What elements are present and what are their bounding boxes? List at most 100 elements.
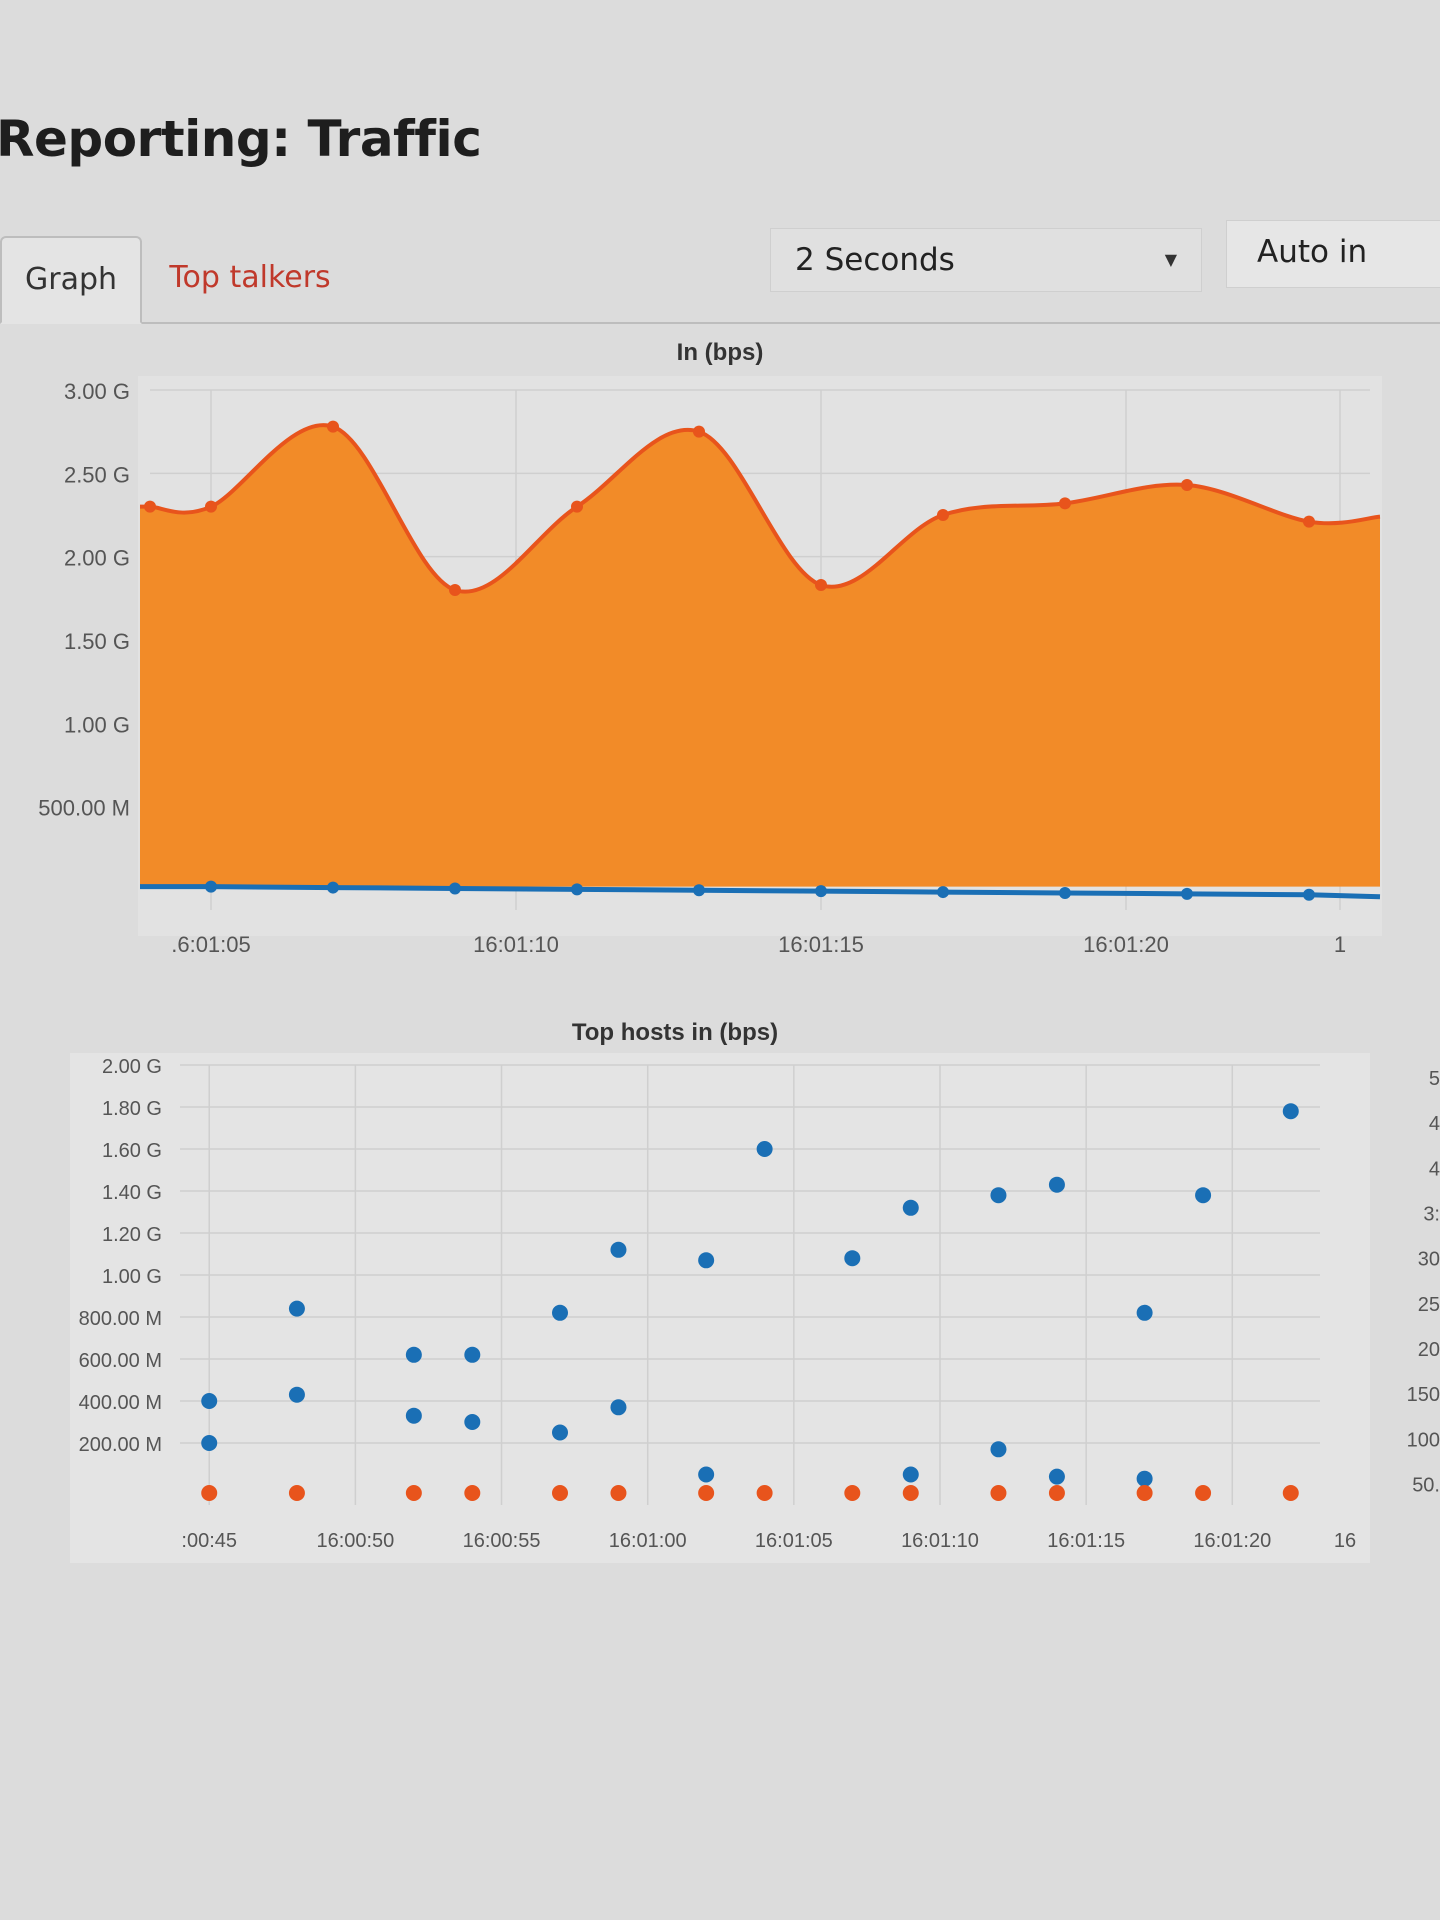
host-point-blue xyxy=(990,1187,1007,1204)
right-tick-label: 25 xyxy=(1418,1294,1440,1316)
point-out xyxy=(327,881,339,894)
y-tick-label: 400.00 M xyxy=(79,1392,162,1414)
point-in xyxy=(1059,497,1071,510)
point-in xyxy=(449,584,461,596)
right-tick-label: 5 xyxy=(1429,1068,1440,1090)
y-tick-label: 1.00 G xyxy=(102,1266,162,1288)
y-tick-label: 1.60 G xyxy=(102,1140,162,1162)
host-point-red xyxy=(698,1485,715,1501)
point-out xyxy=(1059,886,1071,899)
y-tick-label: 2.00 G xyxy=(102,1056,162,1078)
host-point-blue xyxy=(1195,1187,1212,1204)
right-tick-label: 20 xyxy=(1418,1339,1440,1361)
point-in xyxy=(144,500,156,513)
point-in xyxy=(205,500,217,513)
chart-in-svg: 3.00 G 2.50 G 2.00 G 1.50 G 1.00 G 500.00 M .6… xyxy=(38,339,1382,957)
y-tick-label: 1.50 G xyxy=(64,629,130,654)
point-out xyxy=(1303,888,1315,901)
line-out-series xyxy=(140,884,1381,900)
x-tick-label: 16:01:10 xyxy=(901,1530,979,1552)
x-tick-label: 16:00:50 xyxy=(316,1530,394,1552)
right-tick-label: 150 xyxy=(1407,1384,1440,1406)
right-tick-label: 4 xyxy=(1429,1158,1440,1180)
y-tick-label: 200.00 M xyxy=(79,1434,162,1456)
tab-top-talkers[interactable]: Top talkers xyxy=(169,260,331,295)
area-in-fill xyxy=(140,425,1380,887)
host-point-blue xyxy=(990,1441,1007,1458)
host-point-blue xyxy=(288,1300,305,1317)
point-in xyxy=(815,579,827,591)
host-point-blue xyxy=(201,1435,218,1451)
plot-background xyxy=(70,1053,1370,1563)
chart-hosts-svg: 2.00 G 1.80 G 1.60 G 1.40 G 1.20 G 1.00 G 800.… xyxy=(70,1019,1440,1563)
y-tick-label: 3.00 G xyxy=(64,379,130,404)
host-point-blue xyxy=(288,1386,305,1403)
x-tick-label: 16:01:10 xyxy=(473,932,559,957)
y-tick-label: 1.20 G xyxy=(102,1224,162,1246)
host-point-red xyxy=(902,1485,919,1501)
host-point-blue xyxy=(552,1424,568,1441)
host-point-blue xyxy=(610,1241,627,1258)
host-point-red xyxy=(552,1485,568,1501)
host-point-blue xyxy=(1136,1470,1153,1487)
y-tick-label: 2.50 G xyxy=(64,462,130,487)
y-tick-label: 1.40 G xyxy=(102,1182,162,1204)
host-point-blue xyxy=(756,1141,773,1157)
host-point-red xyxy=(464,1485,481,1501)
host-point-red xyxy=(1136,1485,1153,1501)
right-tick-label: 50. xyxy=(1412,1474,1440,1496)
x-tick-label: 16:00:55 xyxy=(463,1530,541,1552)
host-point-blue xyxy=(610,1399,627,1416)
x-tick-label: 16:01:20 xyxy=(1193,1530,1271,1552)
chart-title: In (bps) xyxy=(677,339,764,366)
x-tick-label: 16:01:20 xyxy=(1083,932,1169,957)
host-point-blue xyxy=(698,1466,715,1483)
point-out xyxy=(815,885,827,898)
host-point-blue xyxy=(1048,1176,1065,1193)
auto-refresh-value: Auto in xyxy=(1257,234,1368,270)
host-point-red xyxy=(1048,1485,1065,1501)
point-in xyxy=(693,425,705,438)
host-point-blue xyxy=(902,1199,919,1216)
interval-select-value: 2 Seconds xyxy=(795,242,955,278)
right-tick-label: 3: xyxy=(1423,1203,1440,1225)
point-out xyxy=(571,883,583,896)
point-out xyxy=(693,884,705,897)
host-point-red xyxy=(288,1485,305,1501)
interval-select[interactable]: 2 Seconds ▼ xyxy=(770,228,1202,292)
tab-bar: Graph Top talkers xyxy=(0,236,1440,324)
host-point-blue xyxy=(464,1414,481,1430)
point-in xyxy=(937,509,949,521)
point-in xyxy=(1181,479,1193,491)
x-tick-label: 16:01:05 xyxy=(755,1530,833,1552)
point-out xyxy=(205,880,217,893)
host-point-red xyxy=(844,1485,861,1501)
host-point-red xyxy=(990,1485,1007,1501)
host-point-red xyxy=(1195,1485,1212,1501)
host-point-red xyxy=(405,1485,422,1501)
host-point-blue xyxy=(464,1346,481,1363)
y-tick-label: 800.00 M xyxy=(79,1308,162,1330)
y-tick-label: 1.80 G xyxy=(102,1098,162,1120)
host-point-red xyxy=(756,1485,773,1501)
chart-in-bps: 3.00 G 2.50 G 2.00 G 1.50 G 1.00 G 500.00 M .6… xyxy=(0,330,1440,974)
right-tick-label: 30 xyxy=(1418,1249,1440,1271)
chevron-down-icon: ▼ xyxy=(1164,250,1177,269)
y-tick-label: 600.00 M xyxy=(79,1350,162,1372)
tab-graph[interactable]: Graph xyxy=(0,236,142,324)
point-out xyxy=(449,882,461,895)
x-tick-label: 16:01:15 xyxy=(1047,1530,1125,1552)
y-tick-label: 500.00 M xyxy=(38,796,130,821)
auto-refresh-select[interactable]: Auto in xyxy=(1226,220,1440,288)
x-tick-label: 16:01:15 xyxy=(778,932,864,957)
host-point-blue xyxy=(1048,1468,1065,1485)
host-point-blue xyxy=(405,1346,422,1363)
x-tick-label: 16 xyxy=(1334,1530,1356,1552)
chart-top-hosts: 2.00 G 1.80 G 1.60 G 1.40 G 1.20 G 1.00 G 800.… xyxy=(0,1010,1440,1634)
host-point-red xyxy=(201,1485,218,1501)
y-tick-label: 1.00 G xyxy=(64,712,130,737)
y-tick-label: 2.00 G xyxy=(64,546,130,571)
host-point-blue xyxy=(902,1466,919,1483)
host-point-red xyxy=(1282,1485,1299,1501)
host-point-blue xyxy=(405,1407,422,1424)
